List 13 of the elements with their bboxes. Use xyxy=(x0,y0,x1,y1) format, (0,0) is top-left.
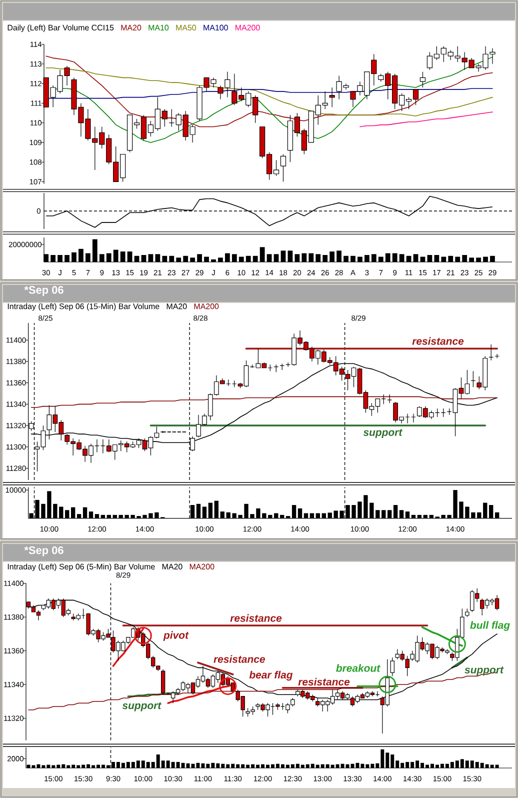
annotation: bull flag xyxy=(470,621,510,631)
annotation: resistance xyxy=(230,614,282,622)
annotation: bear flag xyxy=(249,670,293,681)
annotation: resistance xyxy=(412,337,464,345)
annotation: support xyxy=(122,702,162,712)
annotation: resistance xyxy=(214,655,265,663)
annotation: breakout xyxy=(336,664,380,672)
chart-title: *Sep 06 xyxy=(24,546,64,556)
annotation: pivot xyxy=(163,631,189,641)
annotation: support xyxy=(363,429,403,438)
chart-title: *Sep 06 xyxy=(24,286,64,296)
annotation: support xyxy=(464,666,504,676)
annotation: resistance xyxy=(298,678,350,686)
